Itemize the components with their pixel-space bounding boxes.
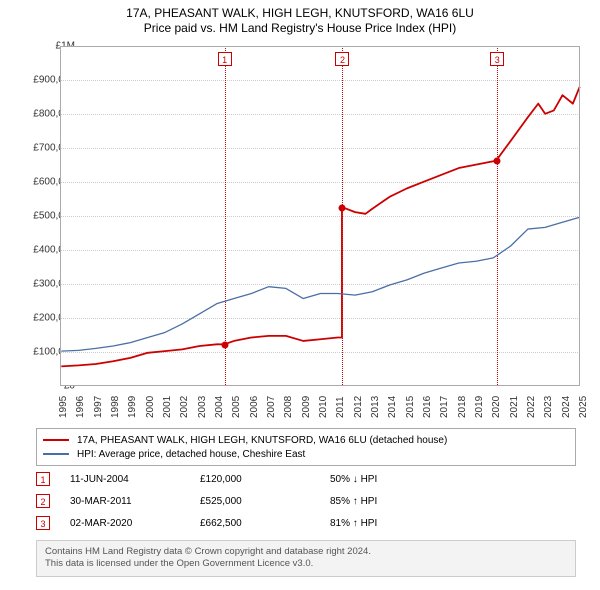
legend-swatch: [43, 439, 69, 441]
sale-events: 1 11-JUN-2004 £120,000 50% ↓ HPI 2 30-MA…: [36, 468, 576, 534]
x-tick-label: 2005: [231, 396, 242, 418]
attribution-line: Contains HM Land Registry data © Crown c…: [45, 546, 567, 558]
legend: 17A, PHEASANT WALK, HIGH LEGH, KNUTSFORD…: [36, 428, 576, 466]
x-tick-label: 2012: [353, 396, 364, 418]
sale-event-row: 3 02-MAR-2020 £662,500 81% ↑ HPI: [36, 512, 576, 534]
legend-item: HPI: Average price, detached house, Ches…: [43, 447, 569, 461]
x-tick-label: 2000: [145, 396, 156, 418]
legend-item: 17A, PHEASANT WALK, HIGH LEGH, KNUTSFORD…: [43, 433, 569, 447]
x-tick-label: 2024: [561, 396, 572, 418]
x-tick-label: 2015: [405, 396, 416, 418]
x-tick-label: 2007: [266, 396, 277, 418]
x-tick-label: 2017: [439, 396, 450, 418]
x-tick-label: 2025: [578, 396, 589, 418]
attribution: Contains HM Land Registry data © Crown c…: [36, 540, 576, 577]
event-delta: 50% ↓ HPI: [330, 474, 450, 485]
x-tick-label: 1997: [93, 396, 104, 418]
series-hpi: [61, 217, 579, 351]
event-date: 11-JUN-2004: [70, 474, 200, 485]
line-series: [61, 46, 580, 385]
title-block: 17A, PHEASANT WALK, HIGH LEGH, KNUTSFORD…: [0, 0, 600, 37]
sale-point-icon: [494, 157, 501, 164]
event-price: £662,500: [200, 518, 330, 529]
x-tick-label: 2003: [197, 396, 208, 418]
legend-swatch: [43, 453, 69, 455]
attribution-line: This data is licensed under the Open Gov…: [45, 558, 567, 570]
x-tick-label: 2001: [162, 396, 173, 418]
x-tick-label: 1995: [58, 396, 69, 418]
event-delta: 85% ↑ HPI: [330, 496, 450, 507]
legend-label: HPI: Average price, detached house, Ches…: [77, 449, 305, 460]
event-price: £525,000: [200, 496, 330, 507]
x-tick-label: 1996: [75, 396, 86, 418]
x-tick-label: 2014: [387, 396, 398, 418]
event-marker-icon: 3: [36, 516, 50, 530]
x-tick-label: 2004: [214, 396, 225, 418]
x-tick-label: 2022: [526, 396, 537, 418]
x-tick-label: 2016: [422, 396, 433, 418]
x-tick-label: 2020: [491, 396, 502, 418]
x-tick-label: 2002: [179, 396, 190, 418]
sale-event-row: 1 11-JUN-2004 £120,000 50% ↓ HPI: [36, 468, 576, 490]
x-tick-label: 2023: [543, 396, 554, 418]
event-price: £120,000: [200, 474, 330, 485]
x-tick-label: 2018: [457, 396, 468, 418]
x-tick-label: 1998: [110, 396, 121, 418]
event-marker-icon: 2: [36, 494, 50, 508]
plot-area: 123 199519961997199819992000200120022003…: [60, 46, 580, 386]
x-tick-label: 2006: [249, 396, 260, 418]
event-delta: 81% ↑ HPI: [330, 518, 450, 529]
x-tick-label: 2021: [509, 396, 520, 418]
chart-container: 17A, PHEASANT WALK, HIGH LEGH, KNUTSFORD…: [0, 0, 600, 590]
event-date: 30-MAR-2011: [70, 496, 200, 507]
event-date: 02-MAR-2020: [70, 518, 200, 529]
legend-label: 17A, PHEASANT WALK, HIGH LEGH, KNUTSFORD…: [77, 435, 447, 446]
x-tick-label: 2013: [370, 396, 381, 418]
x-tick-label: 2008: [283, 396, 294, 418]
x-tick-label: 2010: [318, 396, 329, 418]
title-sub: Price paid vs. HM Land Registry's House …: [0, 21, 600, 35]
sale-event-row: 2 30-MAR-2011 £525,000 85% ↑ HPI: [36, 490, 576, 512]
x-tick-label: 1999: [127, 396, 138, 418]
x-tick-label: 2009: [301, 396, 312, 418]
x-tick-label: 2011: [335, 396, 346, 418]
sale-point-icon: [339, 204, 346, 211]
sale-point-icon: [221, 342, 228, 349]
x-tick-label: 2019: [474, 396, 485, 418]
title-main: 17A, PHEASANT WALK, HIGH LEGH, KNUTSFORD…: [0, 6, 600, 20]
event-marker-icon: 1: [36, 472, 50, 486]
series-property: [61, 87, 579, 367]
